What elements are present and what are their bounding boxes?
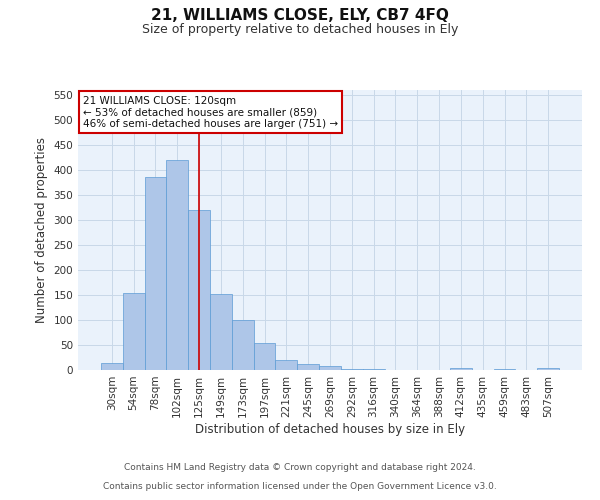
- Bar: [254, 342, 275, 370]
- Bar: [232, 320, 254, 370]
- Bar: [145, 178, 166, 370]
- Bar: [275, 360, 297, 370]
- Bar: [166, 160, 188, 370]
- Text: Contains HM Land Registry data © Crown copyright and database right 2024.: Contains HM Land Registry data © Crown c…: [124, 464, 476, 472]
- Bar: [319, 366, 341, 370]
- Text: Contains public sector information licensed under the Open Government Licence v3: Contains public sector information licen…: [103, 482, 497, 491]
- Bar: [363, 369, 385, 370]
- X-axis label: Distribution of detached houses by size in Ely: Distribution of detached houses by size …: [195, 422, 465, 436]
- Bar: [210, 294, 232, 370]
- Bar: [450, 368, 472, 370]
- Bar: [188, 210, 210, 370]
- Text: 21 WILLIAMS CLOSE: 120sqm
← 53% of detached houses are smaller (859)
46% of semi: 21 WILLIAMS CLOSE: 120sqm ← 53% of detac…: [83, 96, 338, 129]
- Text: 21, WILLIAMS CLOSE, ELY, CB7 4FQ: 21, WILLIAMS CLOSE, ELY, CB7 4FQ: [151, 8, 449, 22]
- Bar: [123, 292, 145, 370]
- Bar: [341, 368, 363, 370]
- Bar: [297, 364, 319, 370]
- Y-axis label: Number of detached properties: Number of detached properties: [35, 137, 48, 323]
- Bar: [537, 368, 559, 370]
- Bar: [494, 368, 515, 370]
- Bar: [101, 362, 123, 370]
- Text: Size of property relative to detached houses in Ely: Size of property relative to detached ho…: [142, 22, 458, 36]
